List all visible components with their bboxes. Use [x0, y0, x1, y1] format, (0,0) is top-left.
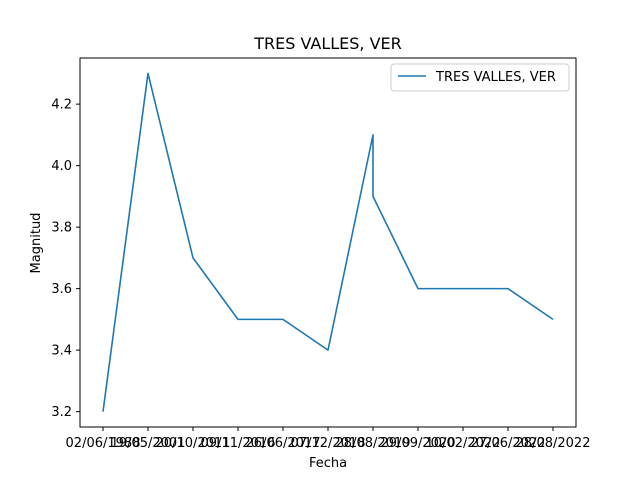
y-tick-label: 3.8	[51, 221, 72, 236]
x-tick-label: 10/02/2022	[426, 436, 501, 451]
x-tick-label: 27/06/2022	[471, 436, 546, 451]
x-axis-ticks: 02/06/198819/05/200120/10/201109/11/2016…	[66, 427, 591, 451]
y-axis-ticks: 3.2 3.4 3.6 3.8 4.0 4.2	[51, 98, 80, 420]
plot-frame	[79, 57, 577, 428]
series-line	[102, 72, 554, 412]
chart-title: TRES VALLES, VER	[253, 34, 402, 53]
x-tick-label: 07/12/2018	[291, 436, 366, 451]
x-tick-label: 28/08/2022	[516, 436, 591, 451]
x-tick-label: 02/06/1988	[66, 436, 141, 451]
y-tick-label: 3.4	[51, 344, 72, 359]
legend-box	[390, 63, 570, 92]
x-tick-label: 09/11/2016	[201, 436, 276, 451]
y-tick-label: 4.2	[51, 98, 72, 113]
x-tick-label: 19/05/2001	[111, 436, 186, 451]
y-tick-label: 4.0	[51, 159, 72, 174]
x-tick-label: 20/10/2011	[156, 436, 231, 451]
legend: TRES VALLES, VER	[390, 63, 570, 92]
x-axis-label: Fecha	[309, 456, 347, 471]
x-tick-label: 28/08/2019	[336, 436, 411, 451]
legend-label: TRES VALLES, VER	[435, 70, 556, 85]
y-axis-label: Magnitud	[29, 213, 44, 274]
x-tick-label: 26/06/2017	[246, 436, 321, 451]
y-tick-label: 3.2	[51, 405, 72, 420]
y-tick-label: 3.6	[51, 282, 72, 297]
x-tick-label: 29/09/2020	[381, 436, 456, 451]
